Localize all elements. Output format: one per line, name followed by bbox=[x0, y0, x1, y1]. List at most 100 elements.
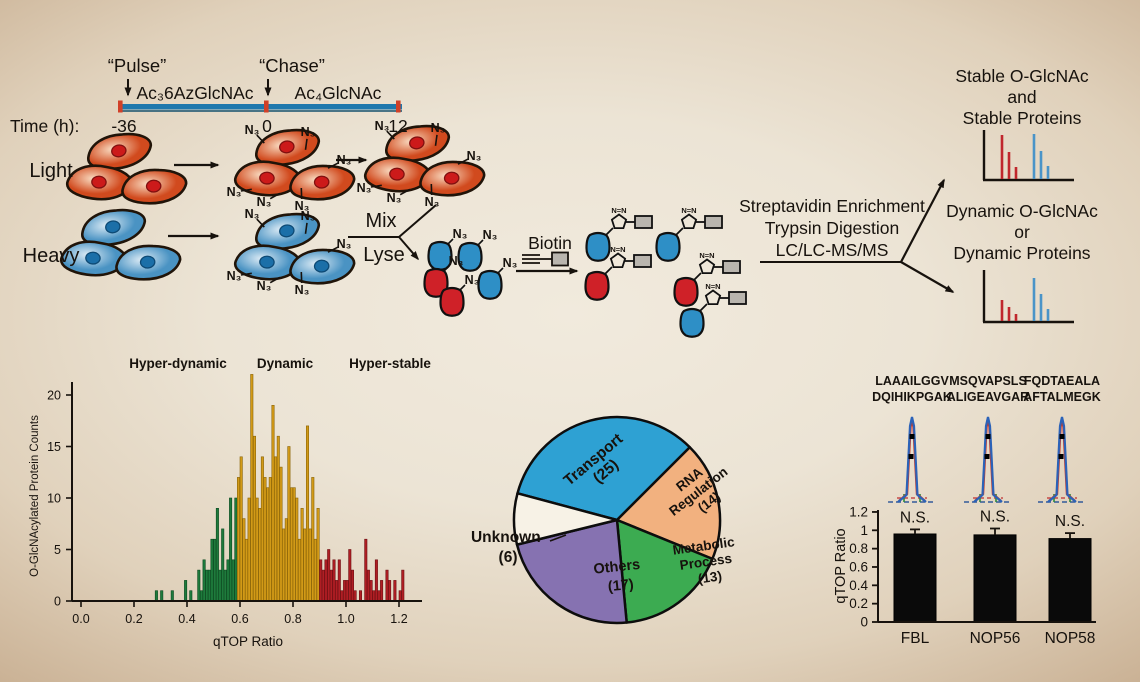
histogram-bar bbox=[350, 569, 354, 602]
histogram-bar bbox=[210, 538, 214, 602]
n3-label: N₃ bbox=[257, 279, 272, 293]
bar-chart-y-axis-label: qTOP Ratio bbox=[833, 528, 849, 603]
histogram-bar bbox=[372, 590, 376, 602]
histogram-bar bbox=[290, 487, 294, 602]
histogram-bar bbox=[295, 497, 299, 602]
chromatogram-peak-red bbox=[1048, 418, 1076, 502]
n3-label: N₃ bbox=[245, 123, 260, 137]
process-step-3: LC/LC-MS/MS bbox=[776, 240, 889, 260]
cell-nucleus bbox=[279, 224, 295, 238]
cell-red bbox=[121, 168, 188, 205]
region-title-dynamic: Dynamic bbox=[257, 356, 314, 371]
pulse-label: “Pulse” bbox=[108, 55, 167, 76]
histogram-bar bbox=[353, 590, 357, 602]
cell-nucleus bbox=[409, 136, 425, 150]
chromatogram-peak-blue bbox=[973, 416, 1003, 503]
x-tick-label: 0.6 bbox=[231, 612, 248, 626]
outcome-dynamic-line-2: or bbox=[1014, 222, 1030, 242]
protein-blob-blue bbox=[679, 307, 705, 338]
pie-slice-rna-regulation bbox=[615, 445, 722, 561]
protein-blob-blue bbox=[457, 241, 483, 272]
x-tick-label: 1.0 bbox=[337, 612, 354, 626]
n3-leader-line bbox=[269, 276, 281, 284]
y-tick-label: 0 bbox=[860, 615, 868, 630]
triazole-label: N=N bbox=[705, 282, 720, 291]
cell-nucleus bbox=[85, 251, 101, 265]
n3-leader-line bbox=[327, 246, 339, 253]
histogram-bar bbox=[287, 446, 291, 602]
cell-nucleus bbox=[145, 179, 162, 193]
triazole-label: N=N bbox=[610, 245, 625, 254]
unknown-pointer-line bbox=[549, 534, 567, 542]
bar-nop58 bbox=[1048, 538, 1092, 623]
cell-red bbox=[65, 164, 133, 201]
n3-label: N₃ bbox=[453, 227, 468, 241]
x-tick-label: 0.2 bbox=[125, 612, 142, 626]
histogram-bar bbox=[237, 477, 241, 602]
histogram-bar bbox=[380, 580, 384, 602]
n3-label: N₃ bbox=[425, 195, 440, 209]
n3-label: N₃ bbox=[503, 256, 518, 270]
chromatogram-peak-blue bbox=[897, 416, 927, 503]
histogram-bar bbox=[300, 508, 304, 602]
cell-blue bbox=[81, 208, 147, 247]
cell-red bbox=[289, 164, 356, 201]
histogram-bar bbox=[358, 590, 362, 602]
histogram-bar bbox=[154, 590, 158, 602]
protein-blob-blue bbox=[585, 231, 611, 262]
x-tick-label: 0.0 bbox=[72, 612, 89, 626]
protein-blob-red bbox=[584, 270, 610, 301]
qtop-histogram-panel: 0.0 0.2 0.4 0.6 0.8 1.0 1.2 0 5 10 15 20 Hyper-dyna… bbox=[29, 356, 431, 649]
cell-cluster-inner bbox=[65, 132, 188, 205]
chromatogram-data-point bbox=[1058, 454, 1064, 459]
histogram-bar bbox=[250, 374, 254, 602]
category-label: NOP58 bbox=[1045, 630, 1096, 647]
y-tick-label: 20 bbox=[47, 389, 61, 403]
cell-nucleus bbox=[91, 175, 107, 189]
cell-cluster-inner bbox=[363, 124, 486, 197]
mix-label: Mix bbox=[365, 210, 396, 232]
histogram-bar bbox=[303, 528, 307, 602]
n3-label: N₃ bbox=[227, 269, 242, 283]
n3-label: N₃ bbox=[257, 195, 272, 209]
histogram-bar bbox=[263, 477, 267, 602]
process-step-2: Trypsin Digestion bbox=[765, 218, 900, 238]
timeline-tick-end bbox=[396, 100, 401, 113]
histogram-bar bbox=[292, 487, 296, 602]
peptide-nop58-line-1: FQDTAEALA bbox=[1024, 374, 1100, 388]
cell-nucleus bbox=[313, 175, 330, 189]
histogram-bar bbox=[229, 497, 233, 602]
histogram-bar bbox=[231, 559, 235, 602]
significance-label: N.S. bbox=[900, 509, 930, 526]
biotin-label: Biotin bbox=[528, 233, 572, 253]
n3-leader-line bbox=[304, 222, 308, 234]
cell-red bbox=[363, 156, 431, 193]
cell-cluster-blue bbox=[59, 208, 182, 281]
histogram-bar bbox=[226, 559, 230, 602]
pie-label-metabolic-line-3: (13) bbox=[697, 568, 723, 586]
n3-leader-line bbox=[457, 158, 469, 165]
n3-leader-line bbox=[399, 188, 411, 196]
histogram-bar bbox=[313, 538, 317, 602]
histogram-bar bbox=[202, 559, 206, 602]
histogram-bar bbox=[207, 569, 211, 602]
process-step-1: Streptavidin Enrichment bbox=[739, 196, 925, 216]
n3-leader-line bbox=[240, 188, 252, 192]
histogram-bar bbox=[268, 477, 272, 602]
y-tick-label: 0 bbox=[54, 595, 61, 609]
histogram-bar bbox=[401, 569, 405, 602]
y-tick-label: 0.4 bbox=[849, 578, 868, 593]
n3-label: N₃ bbox=[295, 283, 310, 297]
y-tick-label: 0.6 bbox=[849, 559, 868, 574]
branch-arrow-dynamic bbox=[900, 261, 955, 293]
chromatogram-data-point bbox=[909, 434, 915, 439]
cell-blue bbox=[289, 248, 356, 285]
histogram-bar bbox=[215, 508, 219, 602]
histogram-bar bbox=[393, 580, 397, 602]
n3-label: N₃ bbox=[431, 121, 446, 135]
biotin-tag-icon bbox=[634, 215, 653, 229]
bar-fbl bbox=[893, 533, 937, 623]
pie-slices bbox=[512, 415, 722, 625]
